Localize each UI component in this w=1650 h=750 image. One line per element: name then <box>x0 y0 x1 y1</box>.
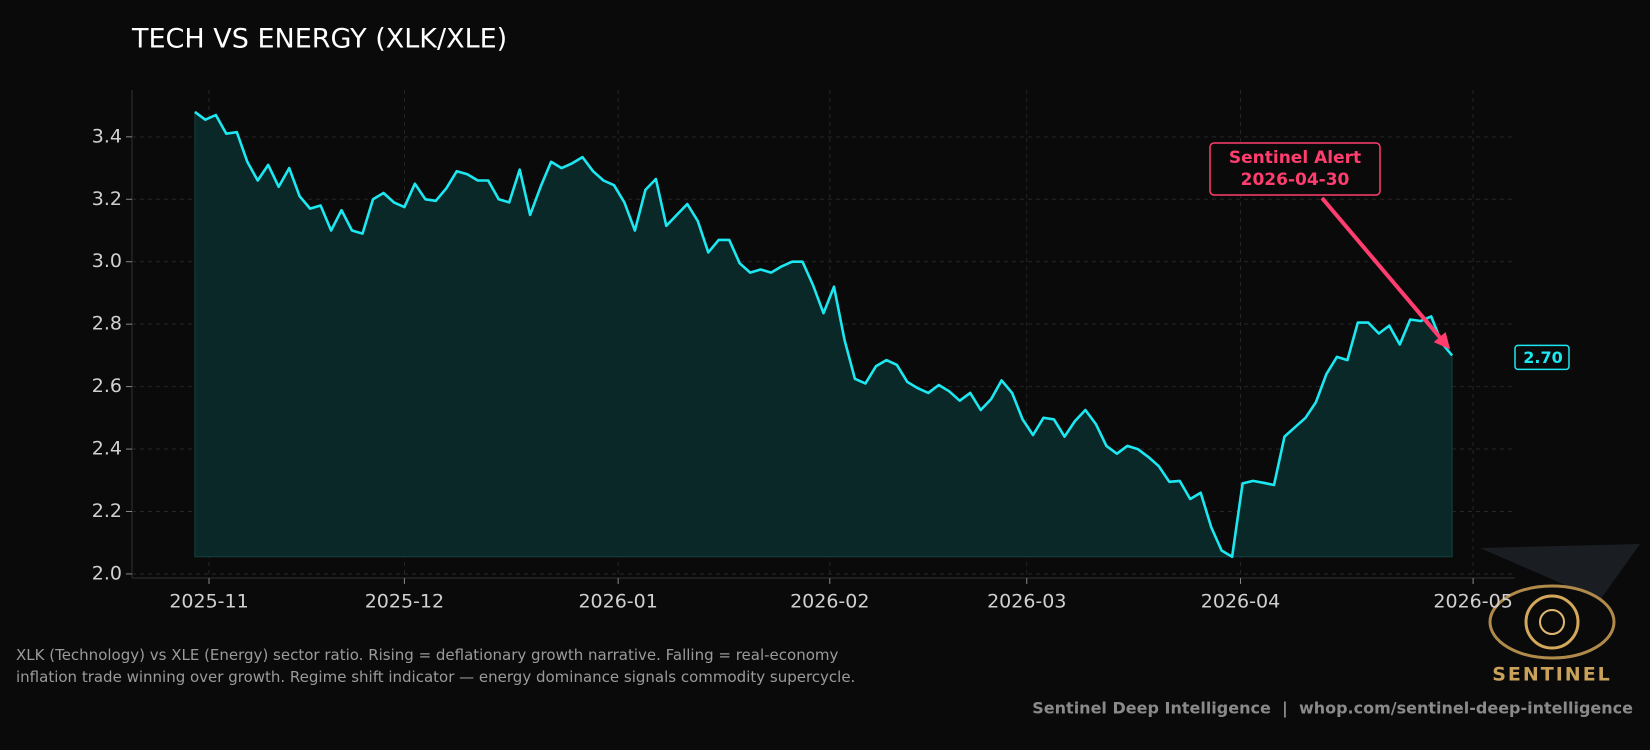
y-tick-label: 2.2 <box>92 500 122 522</box>
logo-text: SENTINEL <box>1492 664 1612 686</box>
x-tick-label: 2026-05 <box>1433 591 1512 613</box>
y-tick-label: 2.0 <box>92 562 122 584</box>
y-tick-label: 3.4 <box>92 125 122 147</box>
y-tick-label: 3.2 <box>92 188 122 210</box>
y-tick-label: 2.6 <box>92 375 122 397</box>
annotation-arrow <box>1320 196 1443 340</box>
x-tick-label: 2025-12 <box>365 591 444 613</box>
chart-title: TECH VS ENERGY (XLK/XLE) <box>131 24 507 55</box>
annotation-text: 2026-04-30 <box>1241 170 1350 190</box>
x-tick-label: 2026-01 <box>578 591 657 613</box>
annotation-text: Sentinel Alert <box>1229 148 1361 168</box>
credit: Sentinel Deep Intelligence | whop.com/se… <box>1032 699 1633 719</box>
x-tick-label: 2026-02 <box>790 591 869 613</box>
caption: XLK (Technology) vs XLE (Energy) sector … <box>16 646 856 686</box>
y-tick-label: 2.4 <box>92 438 122 460</box>
x-tick-label: 2026-03 <box>987 591 1066 613</box>
logo: SENTINEL <box>1480 544 1640 686</box>
logo-iris <box>1524 594 1580 650</box>
x-tick-label: 2025-11 <box>169 591 248 613</box>
logo-eye <box>1488 584 1616 660</box>
annotation-box <box>1209 142 1381 196</box>
x-tick-label: 2026-04 <box>1201 591 1280 613</box>
logo-pupil <box>1539 609 1565 635</box>
y-tick-label: 3.0 <box>92 250 122 272</box>
annotation-arrowhead <box>1433 331 1451 350</box>
last-value-box <box>1514 344 1570 371</box>
line <box>194 110 1454 559</box>
last-value-label: 2.70 <box>1523 348 1562 367</box>
logo-shadow <box>1480 544 1640 600</box>
y-tick-label: 2.8 <box>92 313 122 335</box>
